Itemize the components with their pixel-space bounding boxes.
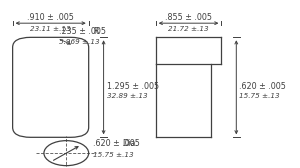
Text: 23.11 ±.13: 23.11 ±.13 <box>30 26 71 32</box>
Text: .620 ± .005: .620 ± .005 <box>239 82 286 91</box>
Text: .620 ± .005: .620 ± .005 <box>93 139 140 149</box>
Text: Dia.: Dia. <box>122 139 138 149</box>
Text: 21.72 ±.13: 21.72 ±.13 <box>168 26 209 32</box>
Text: 15.75 ±.13: 15.75 ±.13 <box>239 93 280 99</box>
Text: R: R <box>93 27 99 36</box>
Text: .910 ± .005: .910 ± .005 <box>27 13 74 22</box>
Text: 15.75 ±.13: 15.75 ±.13 <box>93 152 134 158</box>
Text: .235 ± .005: .235 ± .005 <box>59 27 106 36</box>
Text: 1.295 ± .005: 1.295 ± .005 <box>106 82 159 91</box>
Text: .855 ± .005: .855 ± .005 <box>165 13 212 22</box>
Text: 32.89 ±.13: 32.89 ±.13 <box>106 93 147 99</box>
Text: 5.969 ±.13: 5.969 ±.13 <box>59 39 100 45</box>
